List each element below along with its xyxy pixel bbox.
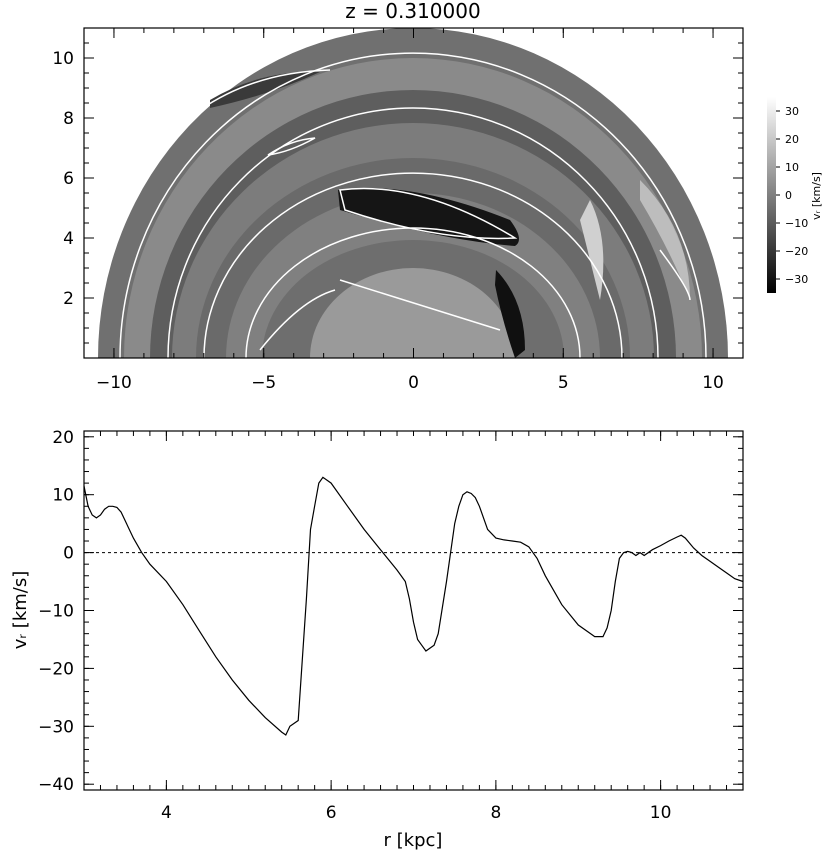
map-y-tick-label: 4 [63, 229, 74, 249]
contour [203, 172, 623, 358]
map-x-tick-label: −10 [96, 373, 132, 393]
map-y-tick-labels: 2 4 6 8 10 [52, 49, 74, 309]
colorbar-tick-label: −20 [785, 245, 808, 258]
line-y-tick-label: −40 [38, 775, 74, 795]
dark-feature [338, 188, 519, 246]
line-y-tick-label: 0 [63, 544, 74, 564]
contour [267, 137, 316, 156]
contour [659, 249, 691, 301]
series-line [83, 476, 744, 736]
colorbar-gradient [767, 97, 776, 293]
colorbar-tick-label: 20 [785, 133, 799, 146]
map-x-tick-label: −5 [251, 373, 276, 393]
contour [259, 289, 336, 351]
map-ticks [83, 27, 744, 359]
map-title: z = 0.310000 [345, 0, 480, 23]
line-y-tick-label: −30 [38, 717, 74, 737]
colorbar: 30 20 10 0 −10 −20 −30 vᵣ [km/s] [767, 97, 823, 293]
map-x-tick-label: 10 [702, 373, 724, 393]
colorbar-tick-label: −30 [785, 273, 808, 286]
contour [199, 69, 331, 111]
contour [339, 187, 518, 240]
line-frame [83, 430, 744, 791]
line-x-tick-labels: 4 6 8 10 [161, 803, 671, 823]
map-panel: z = 0.310000 [52, 0, 744, 393]
line-y-tick-label: 20 [52, 428, 74, 448]
disk-image [98, 28, 728, 358]
map-x-tick-label: 0 [408, 373, 419, 393]
line-x-tick-label: 10 [650, 803, 672, 823]
line-panel: 4 6 8 10 20 10 0 −10 −20 −30 −40 r [kpc] vᵣ [km/s… [10, 428, 744, 851]
colorbar-title: vᵣ [km/s] [810, 172, 823, 220]
colorbar-tick-label: 30 [785, 105, 799, 118]
bright-feature [580, 200, 604, 300]
line-x-tick-label: 8 [490, 803, 501, 823]
contour [167, 107, 659, 358]
x-axis-title: r [kpc] [384, 830, 443, 851]
map-y-tick-label: 8 [63, 109, 74, 129]
disk-inner [310, 268, 516, 358]
map-x-tick-label: 5 [558, 373, 569, 393]
colorbar-tick-label: 10 [785, 161, 799, 174]
line-y-tick-label: 10 [52, 486, 74, 506]
contour [245, 227, 581, 358]
map-y-tick-label: 6 [63, 169, 74, 189]
line-x-tick-label: 4 [161, 803, 172, 823]
line-ticks [83, 431, 744, 790]
line-x-tick-label: 6 [326, 803, 337, 823]
colorbar-tick-label: −10 [785, 217, 808, 230]
line-y-tick-labels: 20 10 0 −10 −20 −30 −40 [38, 428, 74, 795]
dark-feature [495, 270, 525, 358]
y-axis-title: vᵣ [km/s] [10, 571, 31, 649]
map-x-tick-labels: −10 −5 0 5 10 [96, 373, 724, 393]
contour [119, 52, 707, 358]
line-y-tick-label: −10 [38, 602, 74, 622]
colorbar-tick-label: 0 [785, 189, 792, 202]
colorbar-ticks: 30 20 10 0 −10 −20 −30 [776, 105, 808, 286]
map-y-tick-label: 2 [63, 289, 74, 309]
contour [339, 279, 501, 331]
contour-lines [119, 52, 707, 358]
bright-feature [640, 180, 690, 300]
map-y-tick-label: 10 [52, 49, 74, 69]
line-y-tick-label: −20 [38, 659, 74, 679]
